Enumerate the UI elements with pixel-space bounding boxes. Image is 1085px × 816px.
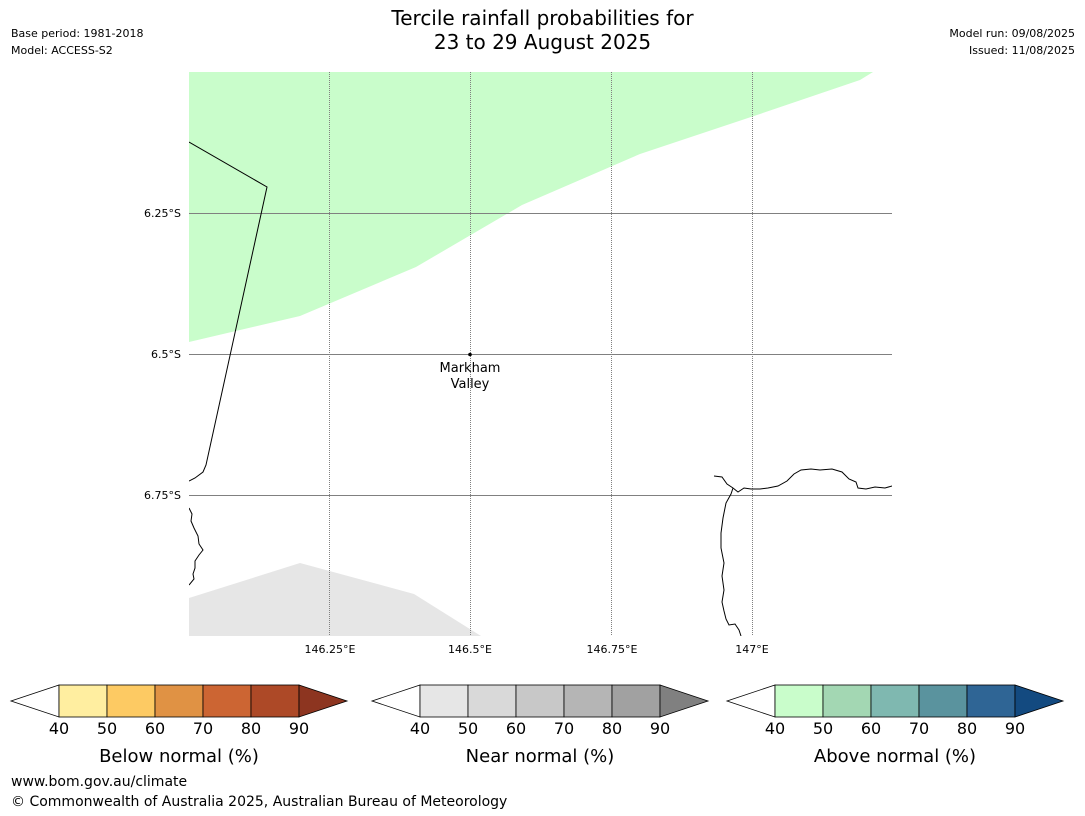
colorbar-near-segment — [563, 684, 613, 718]
colorbar-below-low-extension — [9, 684, 60, 718]
colorbar-near-tick-label: 40 — [410, 719, 430, 738]
footer-copyright: © Commonwealth of Australia 2025, Austra… — [11, 794, 508, 810]
colorbar-near-tick-label: 50 — [458, 719, 478, 738]
colorbar-near: 40 50 60 70 80 90 Near normal (%) — [370, 684, 710, 767]
colorbar-above-segment — [918, 684, 968, 718]
colorbar-near-low-extension — [370, 684, 421, 718]
lon-label-147: 147°E — [735, 643, 768, 656]
colorbar-below-title: Below normal (%) — [99, 746, 259, 767]
near-normal-region — [189, 563, 481, 636]
colorbar-near-tick-label: 90 — [650, 719, 670, 738]
map-title: Tercile rainfall probabilities for 23 to… — [0, 6, 1085, 54]
colorbar-above-segment — [822, 684, 872, 718]
map-title-line-1: Tercile rainfall probabilities for — [391, 6, 694, 30]
place-label-line-2: Valley — [451, 377, 490, 392]
coastlines — [189, 141, 892, 636]
colorbar-near-tick-label: 80 — [602, 719, 622, 738]
colorbar-above-tick-label: 70 — [909, 719, 929, 738]
colorbar-below: 40 50 60 70 80 90 Below normal (%) — [9, 684, 349, 767]
colorbar-near-segment — [515, 684, 565, 718]
place-label-line-1: Markham — [440, 361, 501, 376]
lat-label-65: 6.5°S — [151, 348, 181, 361]
colorbar-above-tick-label: 80 — [957, 719, 977, 738]
colorbar-above-high-extension — [1014, 684, 1065, 718]
colorbar-below-tick-label: 40 — [49, 719, 69, 738]
coastline-east-north — [713, 468, 892, 493]
colorbar-below-segment — [154, 684, 204, 718]
colorbar-above-tick-label: 90 — [1005, 719, 1025, 738]
colorbar-above-tick-label: 60 — [861, 719, 881, 738]
map-area — [189, 72, 892, 636]
colorbars: 40 50 60 70 80 90 Below normal (%) 40 50 60 70 80 90… — [9, 684, 1065, 767]
footer-url: www.bom.gov.au/climate — [11, 774, 188, 790]
colorbar-near-high-extension — [659, 684, 710, 718]
model-text: Model: ACCESS-S2 — [11, 44, 113, 57]
lon-label-14625: 146.25°E — [305, 643, 356, 656]
colorbar-above-low-extension — [725, 684, 776, 718]
colorbar-above: 40 50 60 70 80 90 Above normal (%) — [725, 684, 1065, 767]
lat-label-625: 6.25°S — [144, 207, 181, 220]
colorbar-below-segment — [202, 684, 252, 718]
colorbar-above-title: Above normal (%) — [814, 746, 976, 767]
border-line — [189, 141, 268, 482]
colorbar-above-tick-label: 50 — [813, 719, 833, 738]
colorbar-below-tick-label: 50 — [97, 719, 117, 738]
base-period-text: Base period: 1981-2018 — [11, 27, 144, 40]
colorbar-near-segment — [467, 684, 517, 718]
colorbar-below-segment — [250, 684, 300, 718]
colorbar-above-segment — [774, 684, 824, 718]
colorbar-near-segment — [611, 684, 661, 718]
colorbar-above-segment — [966, 684, 1016, 718]
colorbar-below-tick-label: 60 — [145, 719, 165, 738]
colorbar-below-tick-label: 90 — [289, 719, 309, 738]
coastline-west — [189, 507, 204, 586]
map-title-line-2: 23 to 29 August 2025 — [433, 30, 652, 54]
lon-label-14675: 146.75°E — [587, 643, 638, 656]
lat-label-675: 6.75°S — [144, 489, 181, 502]
colorbar-near-segment — [419, 684, 469, 718]
colorbar-above-segment — [870, 684, 920, 718]
colorbar-above-tick-label: 40 — [765, 719, 785, 738]
colorbar-near-tick-label: 60 — [506, 719, 526, 738]
model-run-text: Model run: 09/08/2025 — [949, 27, 1075, 40]
coastline-east-south — [720, 487, 742, 636]
colorbar-below-high-extension — [298, 684, 349, 718]
colorbar-below-segment — [106, 684, 156, 718]
above-normal-region — [189, 72, 873, 342]
colorbar-below-segment — [58, 684, 108, 718]
issued-text: Issued: 11/08/2025 — [968, 44, 1075, 57]
colorbar-near-title: Near normal (%) — [466, 746, 615, 767]
meta-right: Model run: 09/08/2025 Issued: 11/08/2025 — [949, 25, 1075, 59]
colorbar-below-tick-label: 80 — [241, 719, 261, 738]
colorbar-below-tick-label: 70 — [193, 719, 213, 738]
meta-left: Base period: 1981-2018 Model: ACCESS-S2 — [11, 25, 143, 59]
colorbar-near-tick-label: 70 — [554, 719, 574, 738]
markham-valley-marker — [468, 352, 472, 357]
lon-label-1465: 146.5°E — [448, 643, 492, 656]
gridlines — [189, 72, 892, 636]
